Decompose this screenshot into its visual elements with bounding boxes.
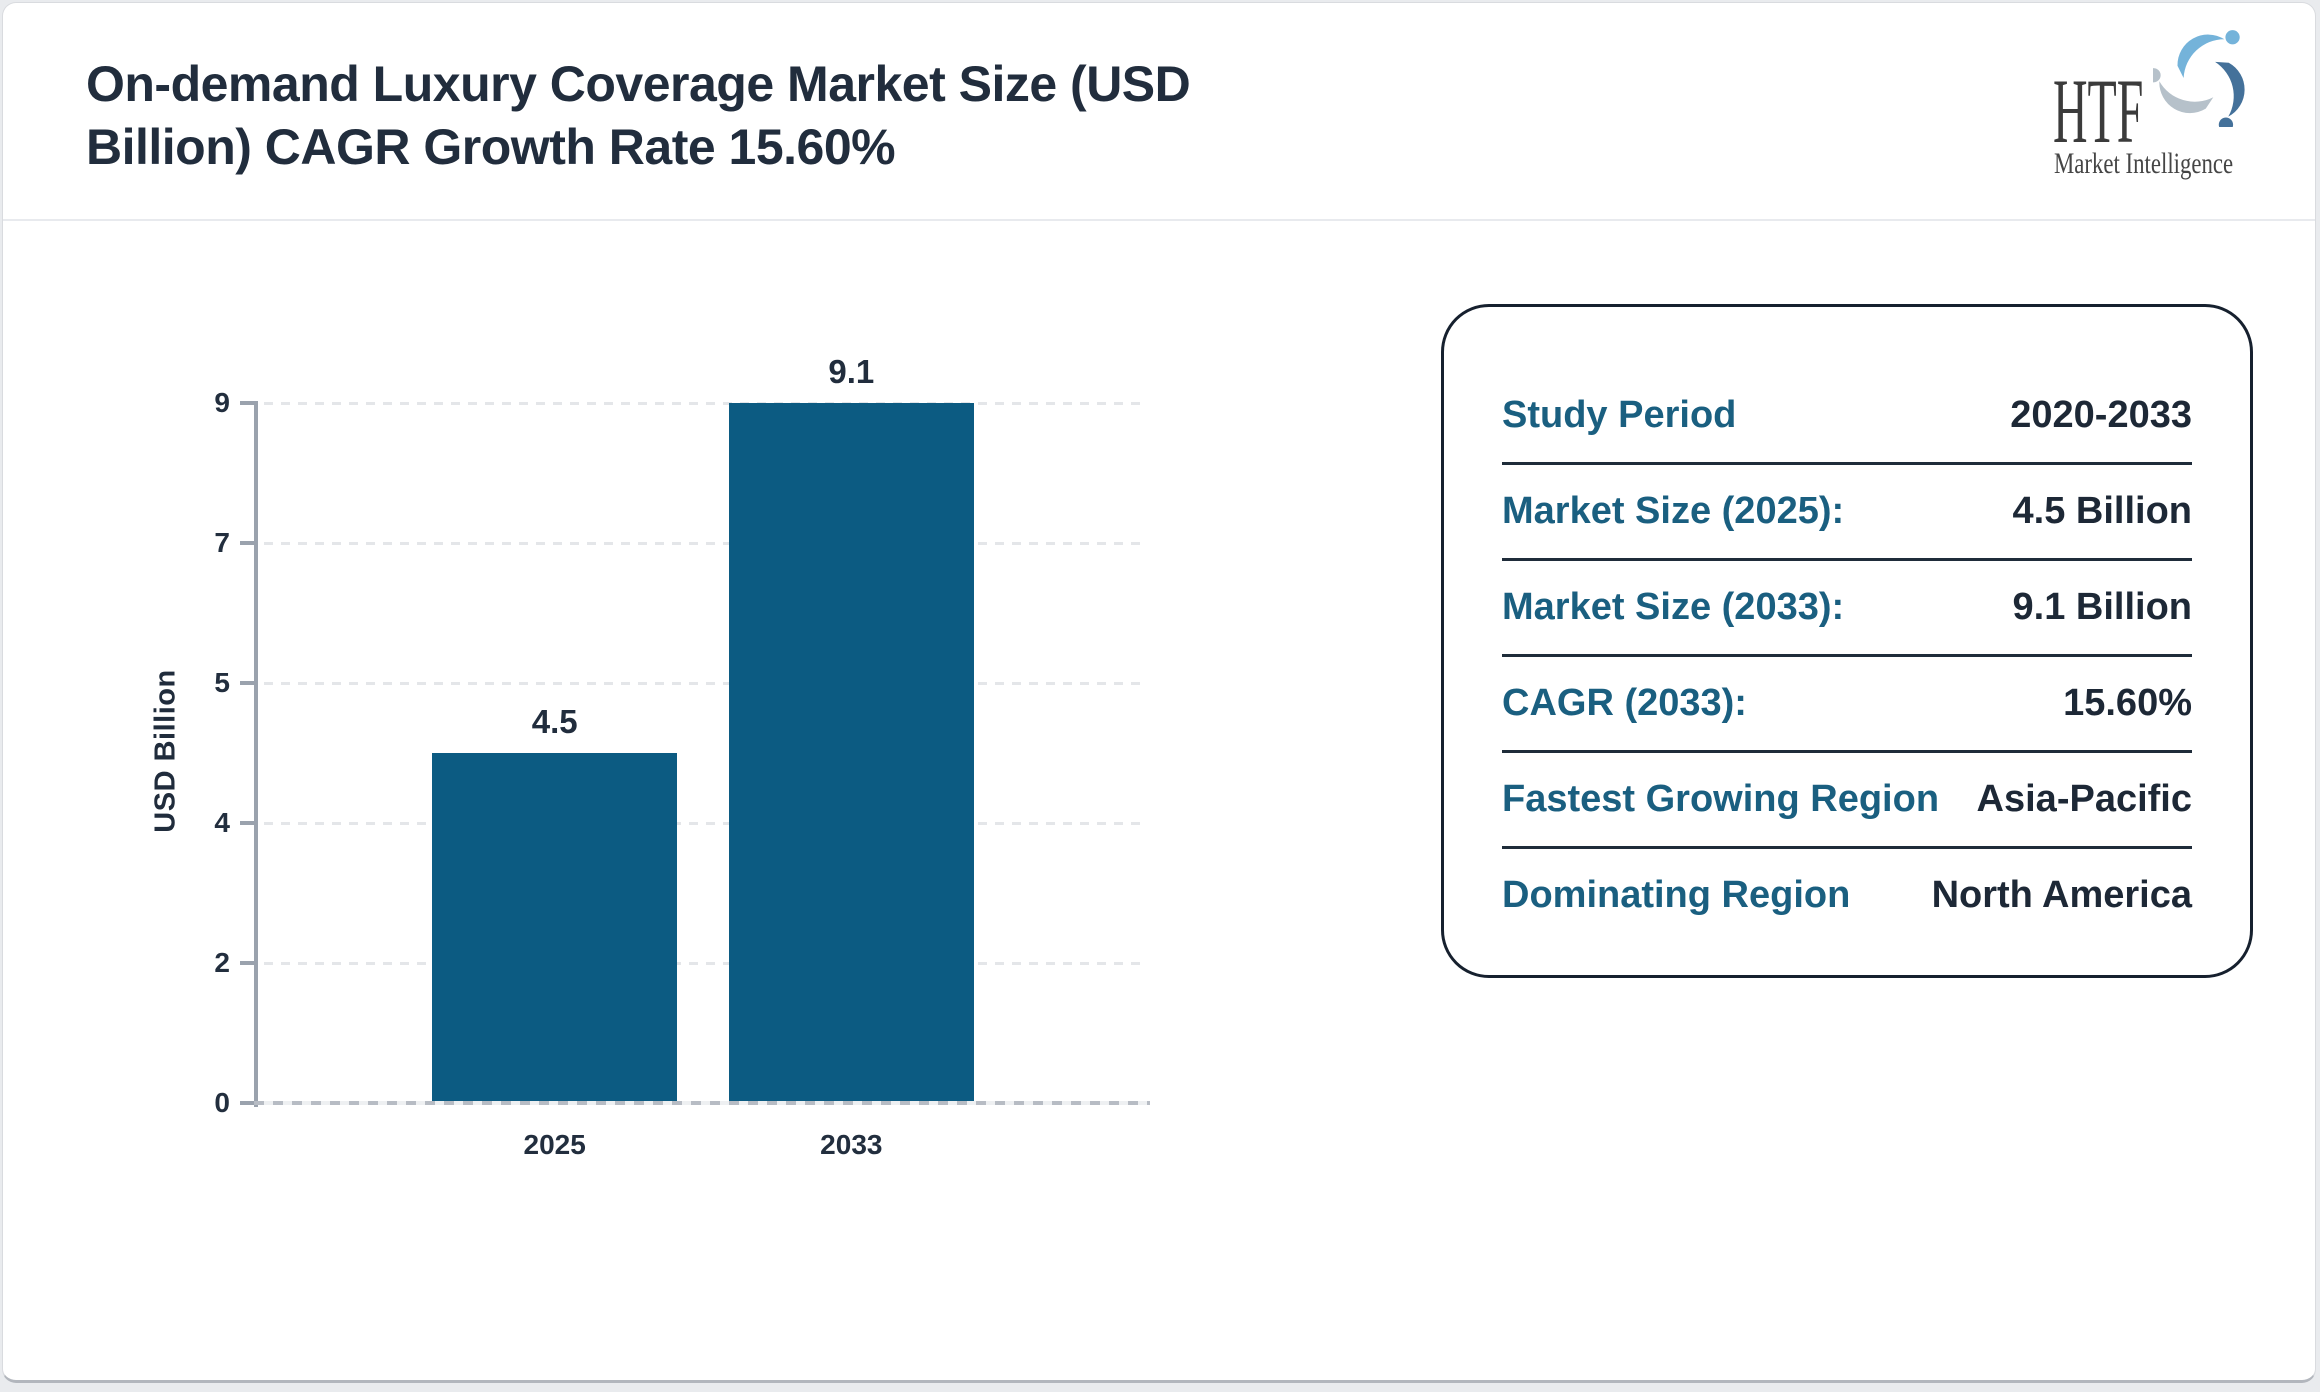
y-tick-mark [240, 1101, 258, 1105]
gridline [264, 682, 1148, 685]
x-tick-label: 2025 [523, 1129, 586, 1160]
y-tick-mark [240, 681, 258, 685]
x-axis-baseline [254, 1101, 1150, 1105]
bar-2033 [728, 403, 974, 1103]
y-tick-label: 9 [214, 387, 230, 418]
y-tick-label: 0 [214, 1087, 230, 1118]
gridline [264, 402, 1148, 405]
plot-area: 9 7 5 4 2 0 4.5 9.1 2025 2033 [214, 353, 1150, 1160]
page-title: On-demand Luxury Coverage Market Size (U… [86, 56, 1191, 175]
info-row: Market Size (2033): 9.1 Billion [1502, 561, 2192, 657]
logo-wordmark: HTF [2053, 60, 2144, 162]
gridline [264, 962, 1148, 965]
y-tick-mark [240, 961, 258, 965]
info-card: Study Period 2020-2033 Market Size (2025… [1441, 304, 2253, 978]
info-label: Fastest Growing Region [1502, 778, 1940, 820]
bar-value-label: 4.5 [531, 703, 578, 740]
info-row: Study Period 2020-2033 [1502, 369, 2192, 465]
logo-tagline: Market Intelligence [2054, 147, 2234, 180]
gridline [264, 822, 1148, 825]
y-tick-mark [240, 401, 258, 405]
gridline [264, 542, 1148, 545]
info-value: 2020-2033 [2010, 394, 2192, 436]
y-tick-label: 2 [214, 947, 230, 978]
y-tick-mark [240, 541, 258, 545]
info-label: Study Period [1502, 394, 1737, 436]
y-tick-mark [240, 821, 258, 825]
info-label: Dominating Region [1502, 874, 1851, 916]
info-value: North America [1931, 874, 2192, 916]
info-row: CAGR (2033): 15.60% [1502, 657, 2192, 753]
info-value: 9.1 Billion [2012, 586, 2192, 628]
people-swirl-icon [2153, 30, 2245, 127]
bar-2025 [432, 753, 678, 1103]
info-row: Fastest Growing Region Asia-Pacific [1502, 753, 2192, 849]
y-tick-label: 7 [214, 527, 230, 558]
y-axis-line [254, 401, 258, 1107]
bar-value-label: 9.1 [828, 353, 875, 390]
y-tick-label: 5 [214, 667, 230, 698]
info-label: Market Size (2033): [1502, 586, 1845, 628]
info-value: 4.5 Billion [2012, 490, 2192, 532]
htf-logo: HTF Market Intelligence [2053, 25, 2293, 180]
header: On-demand Luxury Coverage Market Size (U… [3, 3, 2315, 221]
x-tick-label: 2033 [820, 1129, 883, 1160]
info-row: Market Size (2025): 4.5 Billion [1502, 465, 2192, 561]
info-value: Asia-Pacific [1976, 778, 2192, 820]
info-label: Market Size (2025): [1502, 490, 1845, 532]
info-row: Dominating Region North America [1502, 849, 2192, 942]
y-tick-label: 4 [214, 807, 230, 838]
info-label: CAGR (2033): [1502, 682, 1747, 724]
info-value: 15.60% [2063, 682, 2192, 724]
